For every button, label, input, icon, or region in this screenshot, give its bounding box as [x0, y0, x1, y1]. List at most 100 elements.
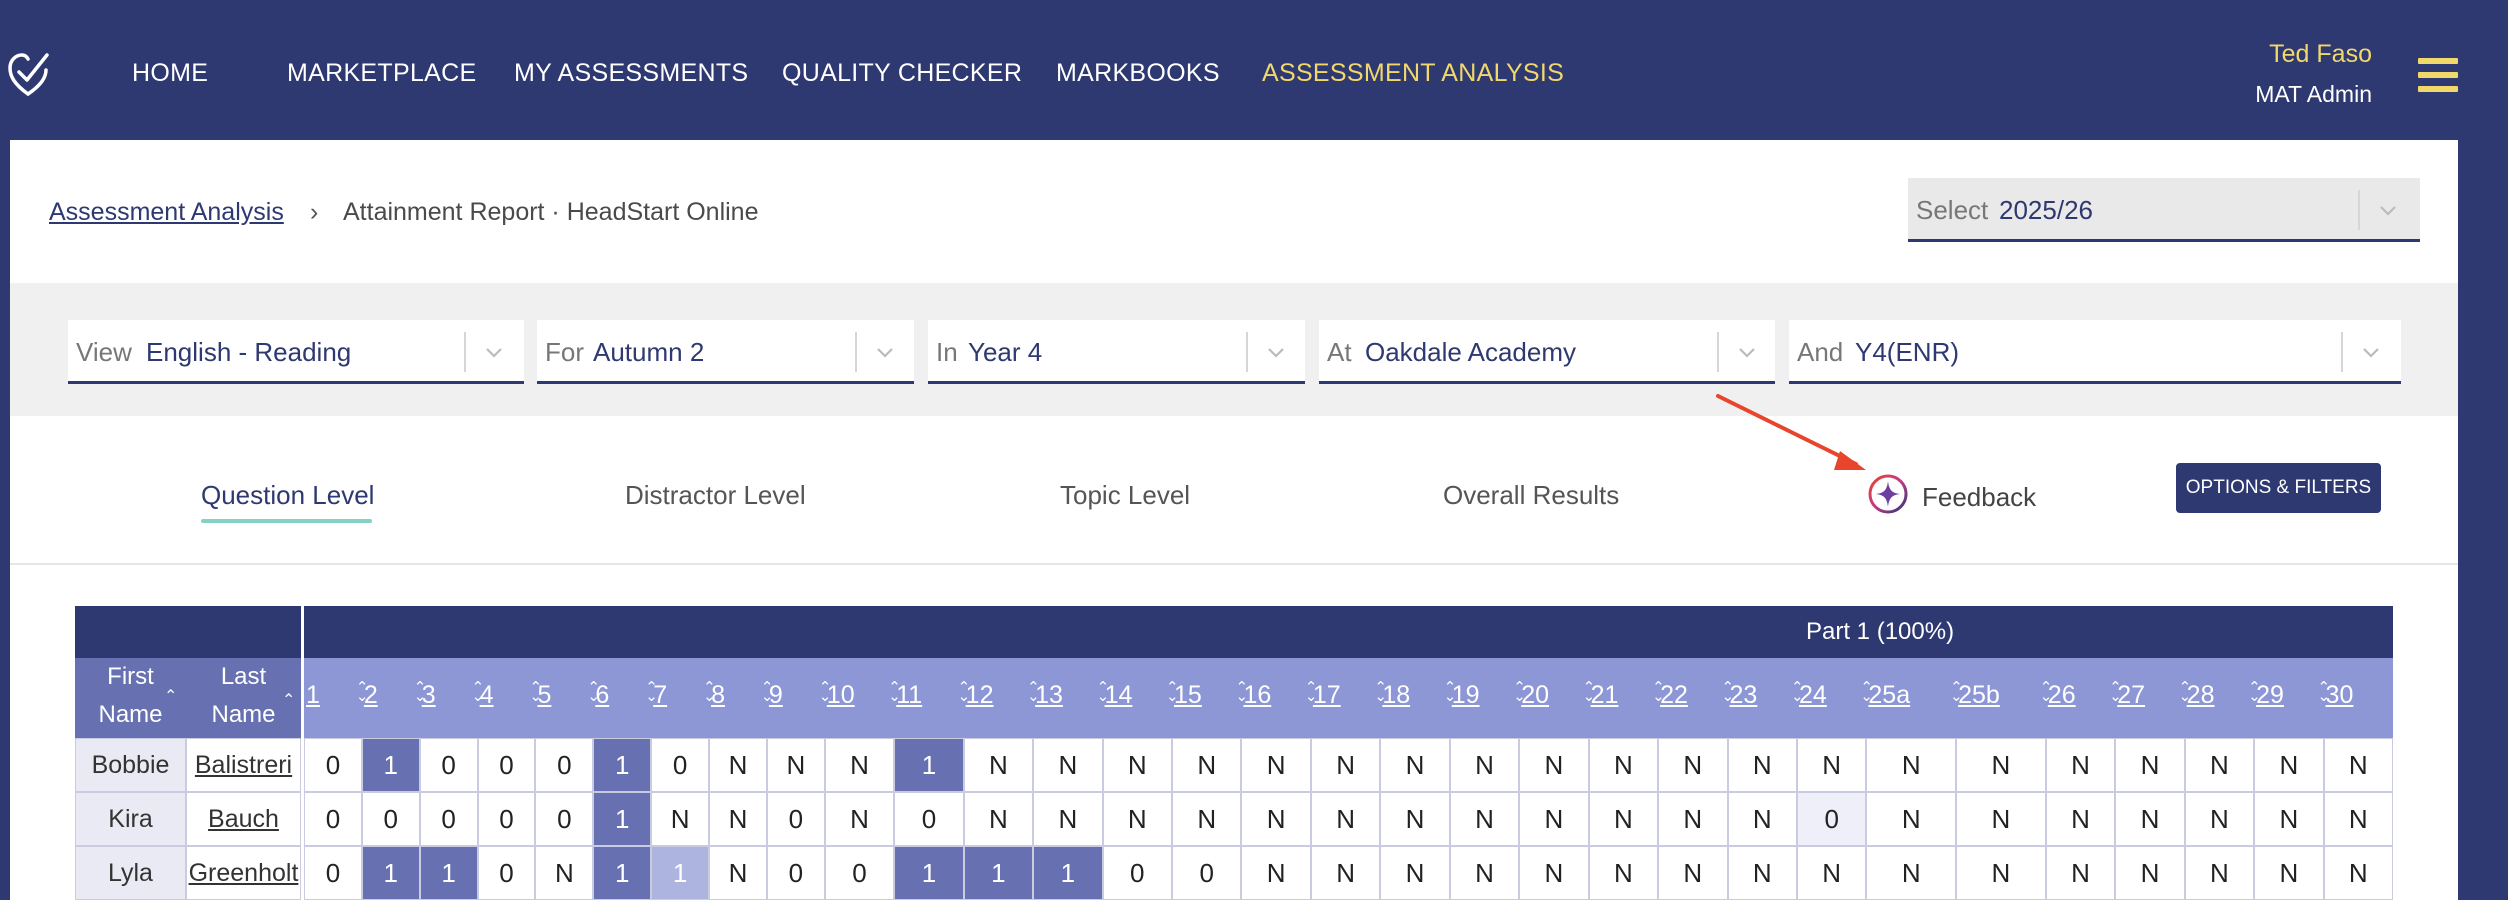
- hamburger-menu-icon[interactable]: [2418, 58, 2458, 92]
- sort-toggle-icon[interactable]: ⌃ ⌄: [1304, 679, 1318, 705]
- nav-home[interactable]: HOME: [132, 59, 209, 87]
- question-header-20[interactable]: 20: [1521, 681, 1550, 709]
- sort-toggle-icon[interactable]: ⌃ ⌄: [2317, 679, 2331, 705]
- app-logo-icon[interactable]: [6, 48, 50, 100]
- for-filter-select[interactable]: For Autumn 2: [537, 320, 914, 384]
- sort-toggle-icon[interactable]: ⌃ ⌄: [645, 679, 658, 705]
- sort-toggle-icon[interactable]: ⌃ ⌄: [1721, 679, 1735, 705]
- question-header-8[interactable]: 8: [711, 681, 725, 709]
- in-filter-select[interactable]: In Year 4: [928, 320, 1305, 384]
- question-header-30[interactable]: 30: [2325, 681, 2354, 709]
- question-header-22[interactable]: 22: [1660, 681, 1688, 709]
- sort-toggle-icon[interactable]: ⌃ ⌄: [1166, 679, 1179, 705]
- mark-cell: 1: [361, 846, 420, 900]
- sort-toggle-icon[interactable]: ⌃ ⌄: [1860, 679, 1873, 705]
- nav-quality-checker[interactable]: QUALITY CHECKER: [782, 59, 1023, 87]
- question-header-24[interactable]: 24: [1798, 681, 1827, 709]
- question-header-28[interactable]: 28: [2186, 681, 2215, 709]
- sort-toggle-icon[interactable]: ⌃ ⌄: [413, 679, 427, 705]
- sort-toggle-icon[interactable]: ⌃ ⌄: [1096, 679, 1110, 705]
- and-filter-select[interactable]: And Y4(ENR): [1789, 320, 2401, 384]
- nav-assessment-analysis[interactable]: ASSESSMENT ANALYSIS: [1262, 59, 1565, 87]
- sort-toggle-icon[interactable]: ⌃ ⌄: [1374, 679, 1387, 705]
- sort-toggle-icon[interactable]: ⌃ ⌄: [888, 679, 901, 705]
- user-name[interactable]: Ted Faso: [2269, 40, 2372, 68]
- question-header-15[interactable]: 15: [1174, 681, 1202, 709]
- question-header-9[interactable]: 9: [768, 681, 783, 709]
- sort-toggle-icon[interactable]: ⌃ ⌄: [2178, 679, 2192, 705]
- mark-cell: N: [1449, 846, 1520, 900]
- question-header-25a[interactable]: 25a: [1868, 681, 1911, 709]
- mark-cell: N: [1519, 792, 1589, 846]
- view-filter-prefix: View: [76, 337, 132, 367]
- question-header-13[interactable]: 13: [1035, 681, 1063, 709]
- question-header-16[interactable]: 16: [1243, 681, 1272, 709]
- question-header-26[interactable]: 26: [2047, 681, 2076, 709]
- question-header-10[interactable]: 10: [826, 681, 855, 709]
- mark-cell: N: [824, 792, 895, 846]
- sort-toggle-icon[interactable]: ⌃ ⌄: [1443, 679, 1457, 705]
- sort-toggle-icon[interactable]: ⌃ ⌄: [1235, 679, 1249, 705]
- sort-toggle-icon[interactable]: ⌃ ⌄: [471, 679, 485, 705]
- nav-markbooks[interactable]: MARKBOOKS: [1056, 59, 1220, 87]
- question-header-19[interactable]: 19: [1451, 681, 1480, 709]
- last-name-link[interactable]: Bauch: [186, 792, 301, 846]
- question-header-21[interactable]: 21: [1590, 681, 1619, 709]
- sort-toggle-icon[interactable]: ⌃ ⌄: [2109, 679, 2122, 705]
- nav-marketplace[interactable]: MARKETPLACE: [287, 59, 477, 87]
- question-header-11[interactable]: 11: [896, 681, 923, 709]
- tab-topic-level[interactable]: Topic Level: [1060, 480, 1191, 510]
- sort-toggle-icon[interactable]: ⌃ ⌄: [1790, 679, 1804, 705]
- question-header-2[interactable]: 2: [363, 681, 378, 709]
- first-name-header[interactable]: First Name: [75, 658, 186, 738]
- question-header-25b[interactable]: 25b: [1958, 681, 2000, 709]
- sort-toggle-icon[interactable]: ⌃ ⌄: [2248, 679, 2261, 705]
- sort-toggle-icon[interactable]: ⌃ ⌄: [1513, 679, 1526, 705]
- tab-overall-results[interactable]: Overall Results: [1443, 480, 1620, 510]
- question-header-23[interactable]: 23: [1729, 681, 1758, 709]
- sort-toggle-icon[interactable]: ⌃ ⌄: [1950, 679, 1963, 705]
- breadcrumb-link-assessment-analysis[interactable]: Assessment Analysis: [49, 198, 284, 226]
- sort-toggle-icon[interactable]: ⌃ ⌄: [760, 679, 774, 705]
- sort-toggle-icon[interactable]: ⌃ ⌄: [2039, 679, 2053, 705]
- question-header-17[interactable]: 17: [1312, 681, 1341, 709]
- sort-caret-icon[interactable]: ⌃: [164, 688, 178, 705]
- question-header-7[interactable]: 7: [653, 681, 668, 709]
- sort-toggle-icon[interactable]: ⌃ ⌄: [1027, 679, 1040, 705]
- last-name-header[interactable]: Last Name: [186, 658, 301, 738]
- question-header-1[interactable]: 1: [306, 681, 320, 709]
- last-name-link[interactable]: Greenholt: [186, 846, 301, 900]
- view-filter-select[interactable]: View English - Reading: [68, 320, 524, 384]
- tab-distractor-level[interactable]: Distractor Level: [625, 480, 806, 510]
- nav-my-assessments[interactable]: MY ASSESSMENTS: [514, 59, 749, 87]
- question-header-29[interactable]: 29: [2256, 681, 2284, 709]
- tab-question-level[interactable]: Question Level: [201, 480, 375, 510]
- sort-toggle-icon[interactable]: ⌃ ⌄: [957, 679, 971, 705]
- sort-toggle-icon[interactable]: ⌃ ⌄: [1652, 679, 1665, 705]
- feedback-label[interactable]: Feedback: [1922, 482, 2037, 512]
- sort-toggle-icon[interactable]: ⌃ ⌄: [703, 679, 716, 705]
- chevron-down-icon: [2363, 348, 2379, 358]
- question-header-6[interactable]: 6: [595, 681, 610, 709]
- sort-toggle-icon[interactable]: ⌃ ⌄: [529, 679, 543, 705]
- year-select[interactable]: Select 2025/26: [1908, 178, 2420, 242]
- at-filter-select[interactable]: At Oakdale Academy: [1319, 320, 1775, 384]
- sort-toggle-icon[interactable]: ⌃ ⌄: [818, 679, 832, 705]
- sort-toggle-icon[interactable]: ⌃ ⌄: [355, 679, 369, 705]
- last-name-header-line1: Last: [220, 663, 267, 690]
- sort-caret-icon[interactable]: ⌃: [282, 692, 296, 709]
- options-filters-button[interactable]: OPTIONS & FILTERS: [2176, 463, 2381, 513]
- sparkle-icon[interactable]: [1867, 473, 1909, 515]
- question-header-12[interactable]: 12: [965, 681, 994, 709]
- last-name-link[interactable]: Balistreri: [186, 738, 301, 792]
- sort-toggle-icon[interactable]: ⌃ ⌄: [1582, 679, 1596, 705]
- question-header-3[interactable]: 3: [421, 681, 436, 709]
- question-header-14[interactable]: 14: [1104, 681, 1133, 709]
- mark-cell: 1: [894, 738, 964, 792]
- question-header-27[interactable]: 27: [2117, 681, 2146, 709]
- question-header-18[interactable]: 18: [1382, 681, 1411, 709]
- question-header-5[interactable]: 5: [537, 681, 552, 709]
- question-header-4[interactable]: 4: [479, 681, 494, 709]
- sort-toggle-icon[interactable]: ⌃ ⌄: [587, 679, 600, 705]
- mark-cell: N: [1727, 846, 1797, 900]
